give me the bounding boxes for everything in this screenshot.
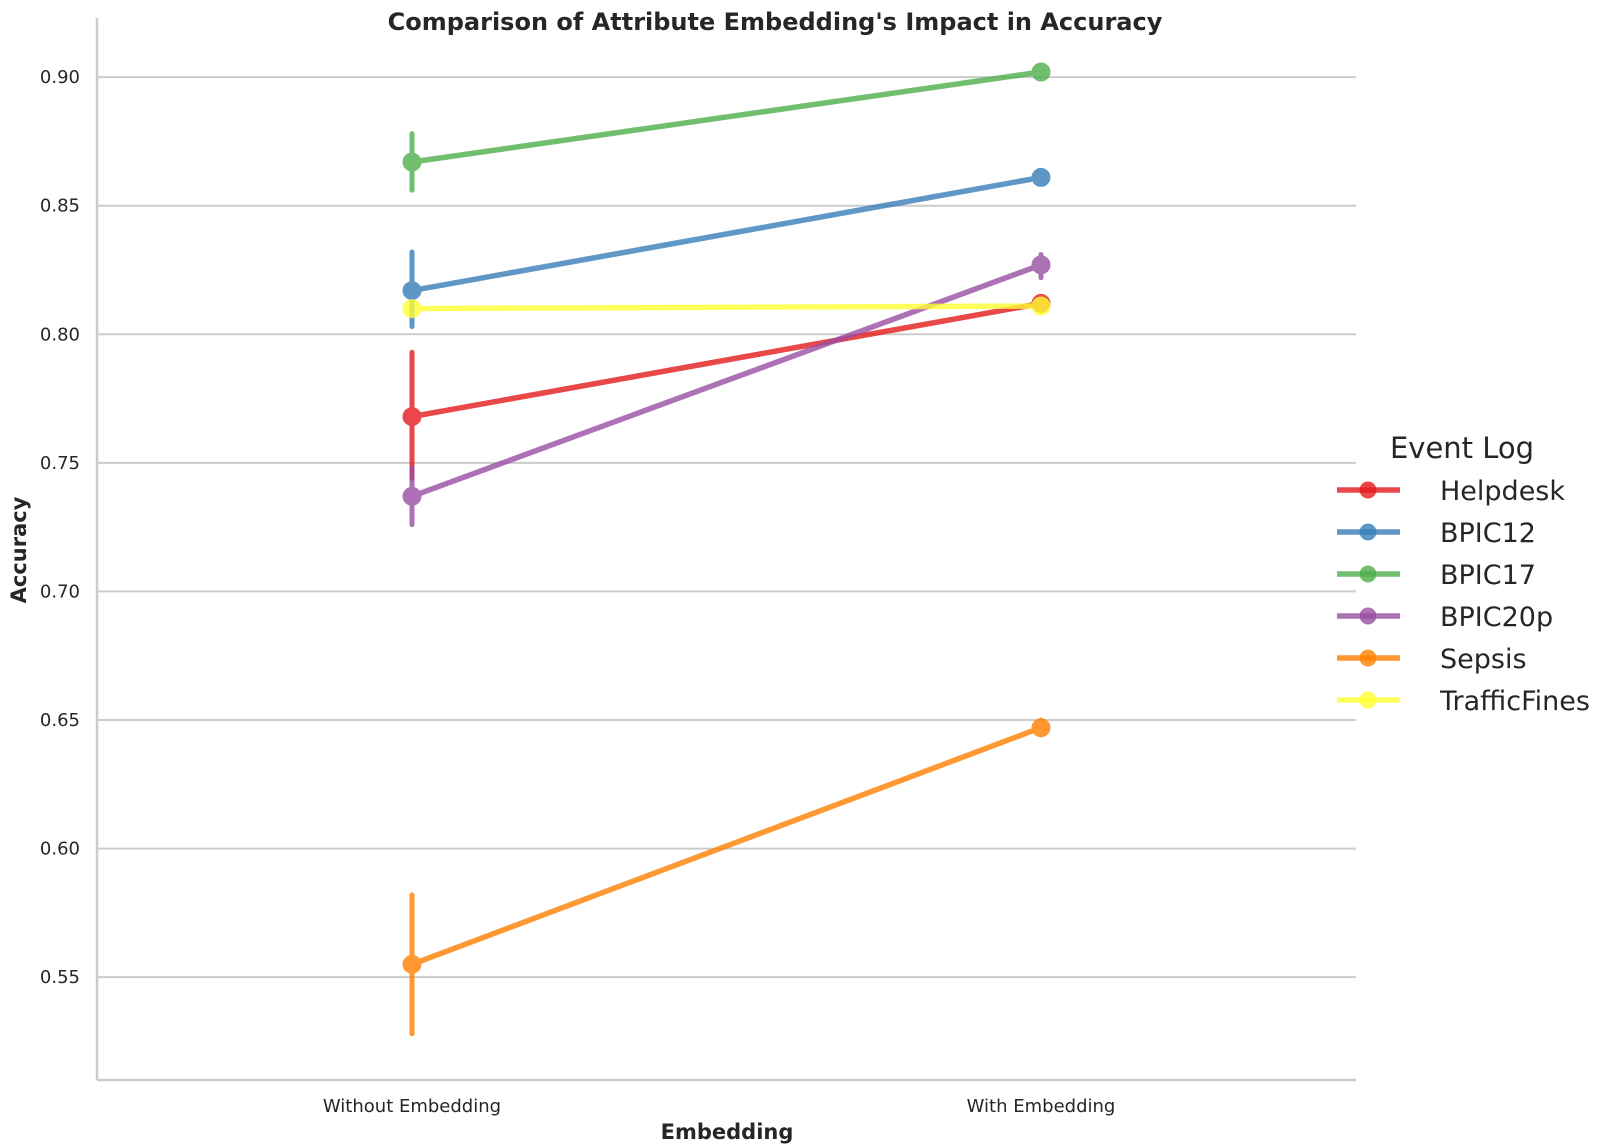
series-line	[409, 174, 1044, 294]
series-bpic20p	[402, 252, 1051, 528]
legend-marker	[1359, 565, 1377, 583]
data-point	[402, 152, 422, 172]
series-bpic17	[402, 62, 1051, 193]
y-tick-label: 0.85	[40, 196, 80, 217]
data-point	[402, 407, 422, 427]
y-tick-label: 0.70	[40, 581, 80, 602]
series-line	[409, 300, 1044, 420]
y-tick-label: 0.60	[40, 839, 80, 860]
series-sepsis	[402, 717, 1051, 1037]
y-tick-label: 0.90	[40, 67, 80, 88]
data-point	[1031, 167, 1051, 187]
series-bpic12	[402, 167, 1051, 330]
legend-item-bpic12: BPIC12	[1337, 518, 1536, 549]
legend-marker	[1359, 523, 1377, 541]
legend-item-sepsis: Sepsis	[1337, 644, 1527, 675]
series-helpdesk	[402, 293, 1051, 481]
legend-title: Event Log	[1390, 431, 1534, 465]
data-point	[402, 954, 422, 974]
series-line	[409, 262, 1044, 500]
data-point	[1031, 718, 1051, 738]
series-line	[409, 303, 1044, 312]
series-trafficfines	[402, 296, 1051, 319]
x-tick-label: With Embedding	[967, 1096, 1116, 1117]
legend-item-bpic20p: BPIC20p	[1337, 602, 1553, 633]
legend-item-bpic17: BPIC17	[1337, 560, 1536, 591]
legend-item-trafficfines: TrafficFines	[1337, 686, 1590, 717]
legend-marker	[1359, 481, 1377, 499]
y-axis-label: Accuracy	[7, 496, 31, 603]
legend-label: Helpdesk	[1440, 476, 1565, 507]
data-point	[1031, 62, 1051, 82]
y-tick-label: 0.55	[40, 967, 80, 988]
x-axis-label: Embedding	[661, 1120, 794, 1144]
x-tick-labels: Without Embedding With Embedding	[323, 1096, 1115, 1117]
legend: Event Log Helpdesk BPIC12 BPIC17 BPIC20p Sep…	[1337, 431, 1590, 717]
legend-label: BPIC17	[1440, 560, 1536, 591]
data-point	[402, 299, 422, 319]
grid-lines	[97, 76, 1356, 979]
data-point	[402, 486, 422, 506]
chart-title: Comparison of Attribute Embedding's Impa…	[388, 8, 1163, 36]
legend-item-helpdesk: Helpdesk	[1337, 476, 1565, 507]
y-tick-label: 0.80	[40, 324, 80, 345]
legend-label: BPIC12	[1440, 518, 1536, 549]
legend-marker	[1359, 649, 1377, 667]
series-line	[409, 724, 1044, 968]
series-line	[409, 69, 1044, 165]
legend-label: BPIC20p	[1440, 602, 1553, 633]
legend-marker	[1359, 607, 1377, 625]
series-layer	[402, 62, 1051, 1037]
y-tick-label: 0.75	[40, 453, 80, 474]
legend-marker	[1359, 691, 1377, 709]
legend-label: Sepsis	[1440, 644, 1527, 675]
data-point	[1031, 296, 1051, 316]
x-tick-label: Without Embedding	[323, 1096, 501, 1117]
y-tick-labels: 0.55 0.60 0.65 0.70 0.75 0.80 0.85 0.90	[40, 67, 80, 988]
data-point	[402, 281, 422, 301]
legend-label: TrafficFines	[1439, 686, 1590, 717]
y-tick-label: 0.65	[40, 710, 80, 731]
data-point	[1031, 255, 1051, 275]
